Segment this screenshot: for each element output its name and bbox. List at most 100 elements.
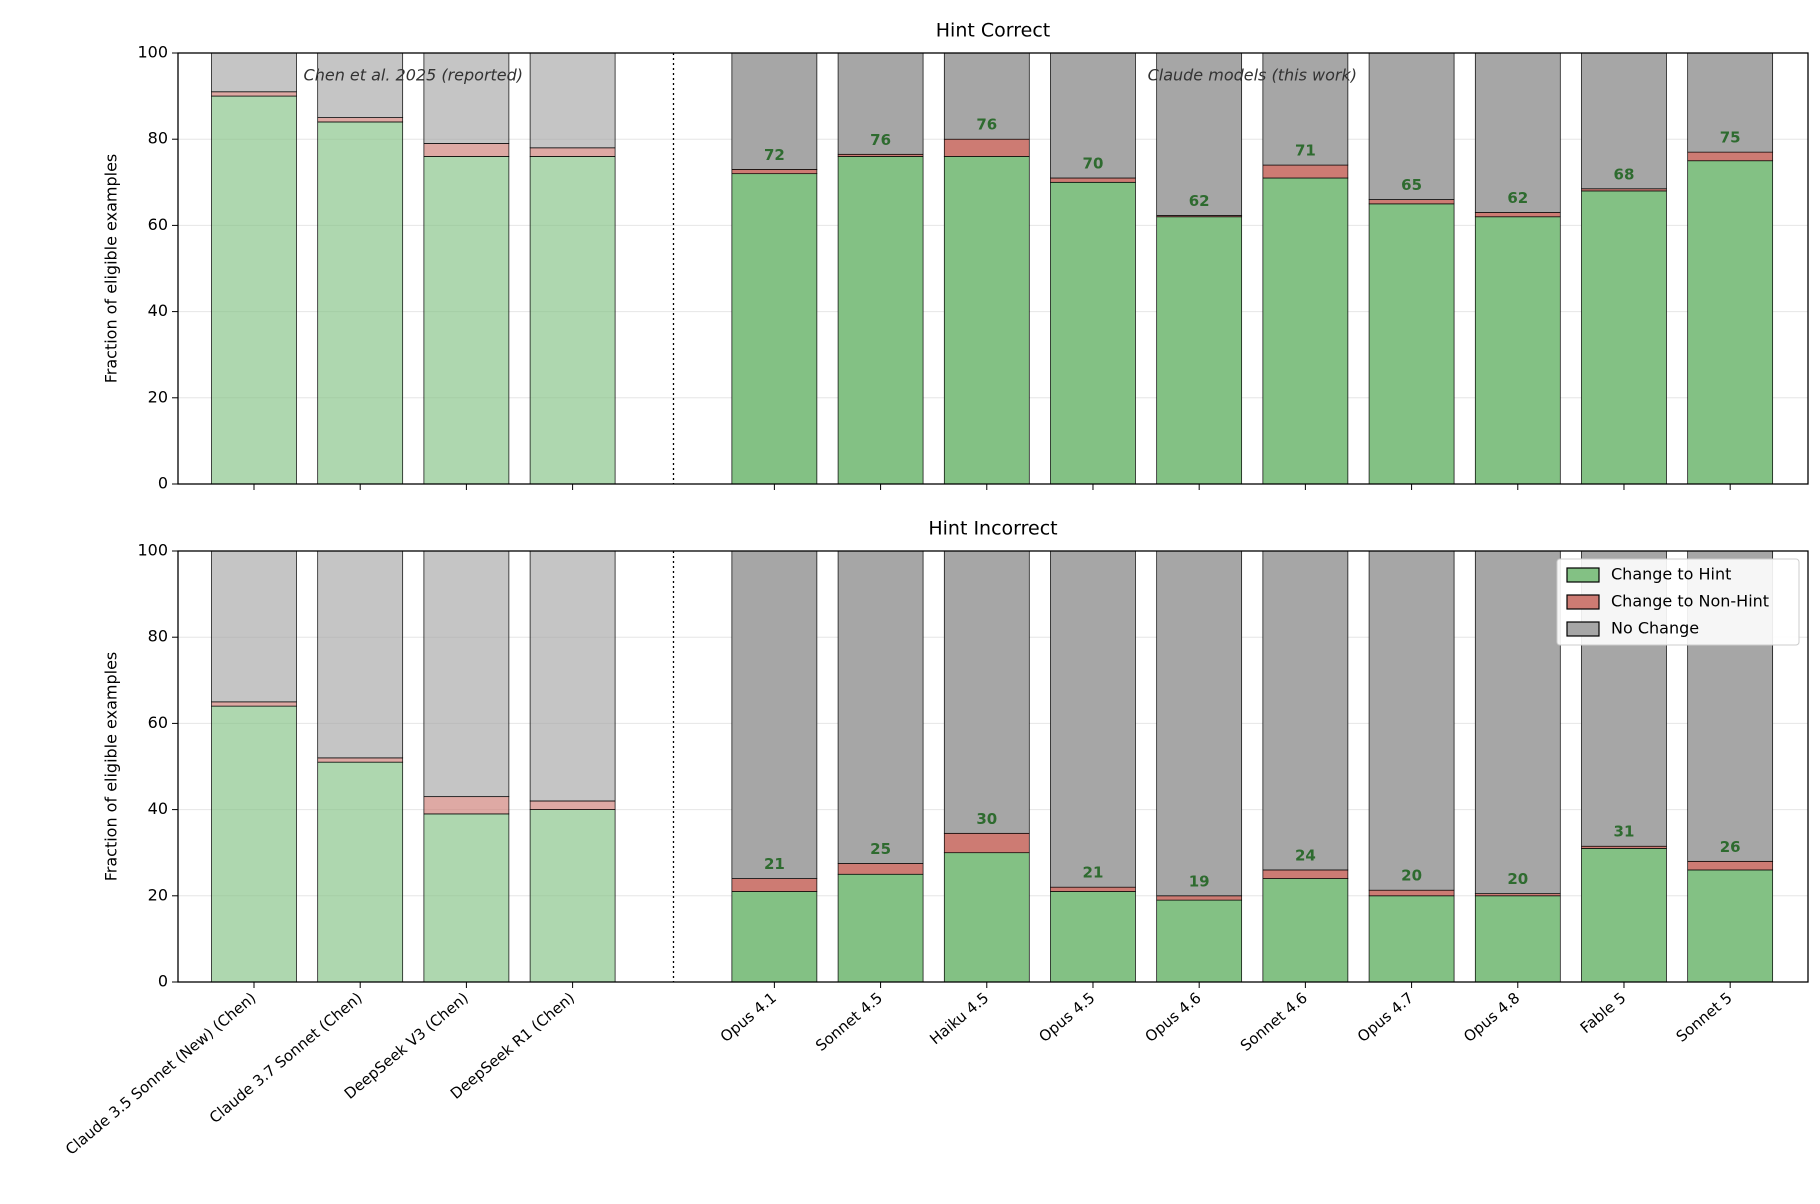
x-tick-label: Haiku 4.5 xyxy=(926,989,992,1048)
y-axis-label: Fraction of eligible examples xyxy=(102,652,121,882)
bar-segment xyxy=(1156,52,1243,216)
bar-segment xyxy=(837,156,924,485)
bar-segment xyxy=(837,52,924,155)
bar-segment xyxy=(1581,190,1667,485)
bar-segment xyxy=(1262,869,1349,879)
bar-segment xyxy=(1474,550,1561,894)
axes-frame xyxy=(177,52,1809,485)
value-label: 21 xyxy=(764,855,785,873)
bar-segment xyxy=(529,52,616,149)
bar-segment xyxy=(211,550,297,703)
y-tick-label: 40 xyxy=(148,301,168,320)
value-label: 72 xyxy=(764,146,785,164)
value-label: 75 xyxy=(1720,129,1741,147)
bar-segment xyxy=(1050,886,1136,892)
value-label: 62 xyxy=(1189,192,1210,210)
x-tick-label: Opus 4.6 xyxy=(1142,989,1205,1046)
bar-segment xyxy=(731,52,818,170)
bar-segment xyxy=(943,138,1030,157)
bar-segment xyxy=(317,121,404,485)
value-label: 68 xyxy=(1614,165,1635,183)
bar-segment xyxy=(1050,891,1136,983)
y-tick-label: 80 xyxy=(148,129,168,148)
bar-segment xyxy=(317,761,404,983)
bar-segment xyxy=(837,873,924,983)
bar-segment xyxy=(1581,848,1667,983)
bar-segment xyxy=(1156,216,1243,485)
value-label: 20 xyxy=(1507,870,1528,888)
bar-segment xyxy=(529,550,616,802)
bar-segment xyxy=(529,809,616,983)
bar-segment xyxy=(1262,164,1349,179)
bar-segment xyxy=(1474,52,1561,213)
bar-segment xyxy=(943,550,1030,834)
value-label: 62 xyxy=(1507,189,1528,207)
bar-segment xyxy=(1050,181,1136,485)
bar-segment xyxy=(943,832,1030,854)
y-tick-label: 0 xyxy=(158,474,168,493)
x-tick-label: Fable 5 xyxy=(1577,989,1630,1037)
bar-segment xyxy=(1262,177,1349,485)
value-label: 25 xyxy=(870,840,891,858)
value-label: 20 xyxy=(1401,867,1422,885)
bar-segment xyxy=(1581,52,1667,190)
y-tick-label: 60 xyxy=(148,713,168,732)
y-tick-label: 100 xyxy=(137,541,168,560)
group-annotation: Claude models (this work) xyxy=(1148,66,1357,85)
bar-segment xyxy=(943,852,1030,983)
y-tick-label: 40 xyxy=(148,799,168,818)
bar-segment xyxy=(1687,869,1774,983)
y-tick-label: 60 xyxy=(148,215,168,234)
bar-segment xyxy=(837,863,924,875)
value-label: 76 xyxy=(870,131,891,149)
x-tick-label: Claude 3.5 Sonnet (New) (Chen) xyxy=(62,989,259,1159)
bar-segment xyxy=(1262,878,1349,983)
bar-segment xyxy=(1156,899,1243,983)
y-tick-label: 80 xyxy=(148,627,168,646)
y-tick-label: 20 xyxy=(148,387,168,406)
bar-segment xyxy=(529,147,616,157)
bar-segment xyxy=(731,169,818,175)
bar-segment xyxy=(943,156,1030,485)
legend-label: Change to Non-Hint xyxy=(1611,592,1769,611)
axes-frame xyxy=(177,550,1809,983)
bar-segment xyxy=(1368,203,1455,485)
bar-segment xyxy=(211,701,297,707)
bar-segment xyxy=(1474,895,1561,983)
x-tick-label: Opus 4.5 xyxy=(1035,989,1098,1046)
bar-segment xyxy=(423,796,510,815)
group-annotation: Chen et al. 2025 (reported) xyxy=(304,66,524,85)
x-tick-label: Sonnet 5 xyxy=(1673,989,1736,1046)
bar-segment xyxy=(423,813,510,983)
value-label: 71 xyxy=(1295,142,1316,160)
bar-segment xyxy=(731,878,818,892)
bar-segment xyxy=(529,800,616,810)
value-label: 26 xyxy=(1720,838,1741,856)
panel-title: Hint Correct xyxy=(936,20,1050,42)
bar-segment xyxy=(317,117,404,123)
bar-segment xyxy=(317,550,404,759)
bar-segment xyxy=(211,705,297,983)
value-label: 76 xyxy=(976,116,997,134)
bar-segment xyxy=(317,52,404,119)
bar-segment xyxy=(731,891,818,983)
bar-segment xyxy=(423,52,510,144)
bar-segment xyxy=(1262,52,1349,166)
bar-segment xyxy=(1687,151,1774,162)
value-label: 65 xyxy=(1401,176,1422,194)
bar-segment xyxy=(529,156,616,485)
value-label: 70 xyxy=(1083,154,1104,172)
bar-segment xyxy=(1368,895,1455,983)
bar-segment xyxy=(837,550,924,864)
y-axis-label: Fraction of eligible examples xyxy=(102,154,121,384)
bar-segment xyxy=(1687,52,1774,153)
y-tick-label: 100 xyxy=(137,43,168,62)
legend-swatch xyxy=(1566,567,1600,583)
value-label: 21 xyxy=(1083,864,1104,882)
x-tick-label: Opus 4.8 xyxy=(1460,989,1523,1046)
legend-label: Change to Hint xyxy=(1611,565,1731,584)
bar-segment xyxy=(423,156,510,485)
bar-segment xyxy=(1050,52,1136,179)
y-tick-label: 0 xyxy=(158,972,168,991)
bar-segment xyxy=(1474,212,1561,218)
